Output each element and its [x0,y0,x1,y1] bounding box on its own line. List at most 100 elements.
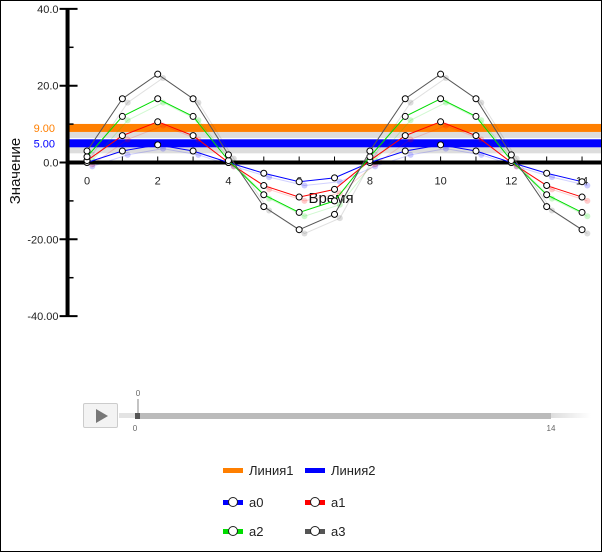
legend-label: a1 [331,495,346,510]
legend-item-a3[interactable]: a3 [305,524,345,539]
data-point-a2 [543,191,551,199]
timeline-slider[interactable]: 0 0 14 [1,381,601,441]
shadow-point [266,174,273,181]
legend-label: Линия1 [249,463,294,478]
data-point-a1 [118,132,126,140]
legend-item-line1[interactable]: Линия1 [223,463,294,478]
legend-swatch [223,468,243,473]
data-point-a0 [295,178,303,186]
data-point-a0 [331,174,339,182]
x-tick-label: 4 [225,176,231,188]
data-point-a3 [507,151,515,159]
data-point-a2 [260,191,268,199]
data-point-a0 [189,147,197,155]
data-point-a1 [437,118,445,126]
shadow-point [407,99,414,106]
data-point-a3 [543,203,551,211]
data-point-a3 [472,95,480,103]
data-point-a1 [578,193,586,201]
x-tick-label: 8 [367,176,373,188]
shadow-point [584,182,591,189]
data-point-a1 [401,132,409,140]
x-tick-label: 0 [84,176,90,188]
data-point-a1 [472,132,480,140]
legend-item-a2[interactable]: a2 [223,524,263,539]
legend-swatch [305,468,325,473]
data-point-a1 [189,132,197,140]
play-button[interactable] [83,403,118,428]
data-point-a3 [189,95,197,103]
shadow-point [548,174,555,181]
data-point-a0 [260,169,268,177]
y-tick-label: 0.0 [43,158,58,170]
shadow-point [124,136,131,143]
shadow-point [584,230,591,237]
shadow-point [301,182,308,189]
data-point-a3 [366,147,374,155]
data-point-a2 [154,95,162,103]
data-point-a1 [295,193,303,201]
legend-item-line2[interactable]: Линия2 [305,463,376,478]
x-tick-label: 2 [155,176,161,188]
legend-label: Линия2 [331,463,376,478]
shadow-point [336,215,343,222]
y-tick-label: -20.00 [27,234,58,246]
reference-band [67,131,601,138]
data-point-a1 [543,182,551,190]
x-axis-label: Время [308,190,353,207]
data-point-a1 [331,185,339,193]
legend-item-a1[interactable]: a1 [305,495,345,510]
data-point-a3 [401,95,409,103]
shadow-point [442,145,449,152]
data-point-a3 [331,210,339,218]
data-point-a3 [154,70,162,78]
shadow-point [407,151,414,158]
data-point-a0 [118,147,126,155]
legend-item-a0[interactable]: a0 [223,495,263,510]
reference-label-1: 9.00 [34,123,55,135]
data-point-a3 [295,226,303,234]
shadow-point [301,197,308,204]
line-chart: 9.005.0040.020.00.0-20.00-40.00024681012… [7,4,601,323]
x-tick-label: 10 [434,176,446,188]
shadow-point [301,213,308,220]
y-axis-label: Значение [7,138,24,205]
data-point-a2 [118,112,126,120]
shadow-point [89,163,96,170]
shadow-point [407,117,414,124]
legend-label: a2 [249,524,264,539]
data-point-a0 [154,141,162,149]
shadow-point [584,213,591,220]
timeline-track[interactable] [136,413,551,419]
reference-line-2 [67,139,601,148]
reference-band [67,147,601,154]
legend-label: a3 [331,524,346,539]
data-point-a0 [437,141,445,149]
shadow-point [407,136,414,143]
data-point-a2 [437,95,445,103]
legend-swatch [305,497,325,507]
shadow-point [372,163,379,170]
timeline-min: 0 [133,424,138,433]
timeline-handle[interactable] [135,413,140,419]
timeline-current: 0 [136,389,141,398]
data-point-a0 [472,147,480,155]
timeline-max: 14 [547,424,556,433]
data-point-a0 [578,178,586,186]
shadow-point [124,99,131,106]
legend-swatch [305,526,325,536]
data-point-a2 [189,112,197,120]
legend-swatch [223,497,243,507]
data-point-a3 [437,70,445,78]
data-point-a3 [118,95,126,103]
data-point-a2 [401,112,409,120]
shadow-point [124,117,131,124]
legend-swatch [223,526,243,536]
data-point-a0 [543,169,551,177]
shadow-point [584,197,591,204]
data-point-a1 [154,118,162,126]
legend-label: a0 [249,495,264,510]
y-tick-label: 40.0 [37,4,58,16]
data-point-a1 [260,182,268,190]
